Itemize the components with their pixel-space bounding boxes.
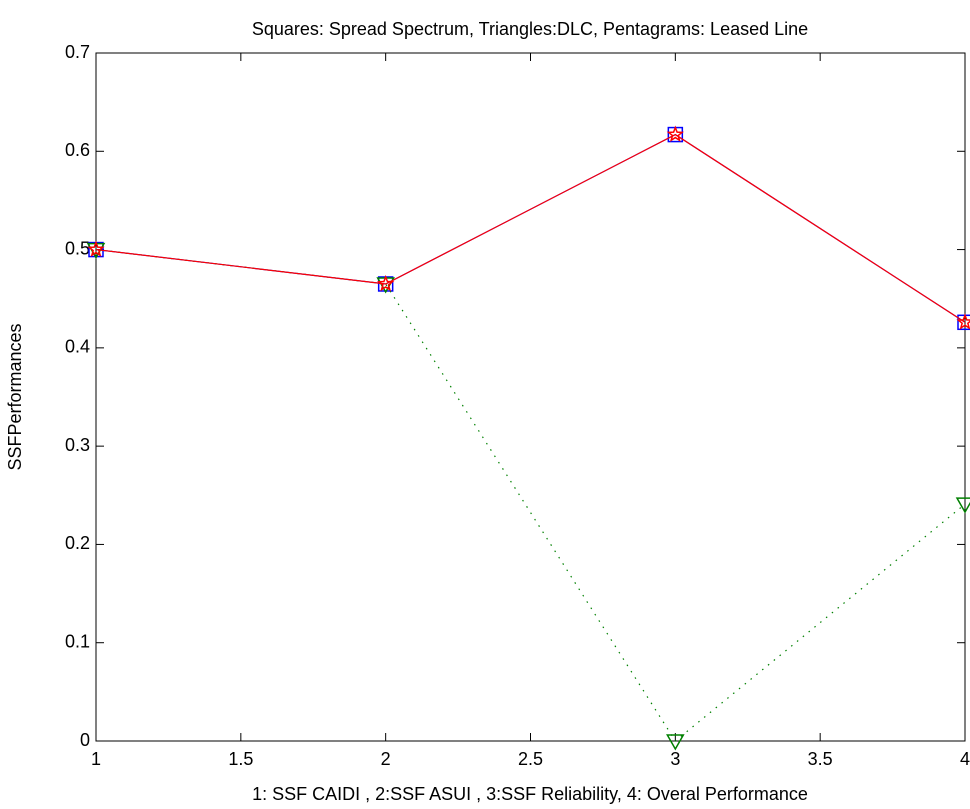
marker xyxy=(956,313,970,330)
y-axis-label: SSFPerformances xyxy=(5,323,25,470)
x-axis-label: 1: SSF CAIDI , 2:SSF ASUI , 3:SSF Reliab… xyxy=(252,784,808,804)
y-tick-label: 0.3 xyxy=(65,435,90,455)
marker xyxy=(377,274,395,292)
marker xyxy=(666,125,684,142)
x-tick-label: 1 xyxy=(91,749,101,769)
marker xyxy=(955,497,970,514)
x-tick-label: 4 xyxy=(960,749,970,769)
y-tick-label: 0.1 xyxy=(65,631,90,651)
x-tick-label: 3.5 xyxy=(808,749,833,769)
y-tick-label: 0 xyxy=(80,730,90,750)
x-tick-label: 2.5 xyxy=(518,749,543,769)
x-tick-label: 2 xyxy=(381,749,391,769)
y-tick-label: 0.6 xyxy=(65,140,90,160)
x-tick-label: 1.5 xyxy=(228,749,253,769)
y-tick-label: 0.2 xyxy=(65,533,90,553)
y-tick-label: 0.4 xyxy=(65,337,90,357)
series-line xyxy=(95,133,966,323)
plot-area xyxy=(95,52,966,742)
x-tick-label: 3 xyxy=(670,749,680,769)
y-tick-label: 0.5 xyxy=(65,238,90,258)
chart-title: Squares: Spread Spectrum, Triangles:DLC,… xyxy=(252,19,808,39)
y-tick-label: 0.7 xyxy=(65,42,90,62)
marker xyxy=(666,734,685,751)
marker xyxy=(87,240,105,257)
